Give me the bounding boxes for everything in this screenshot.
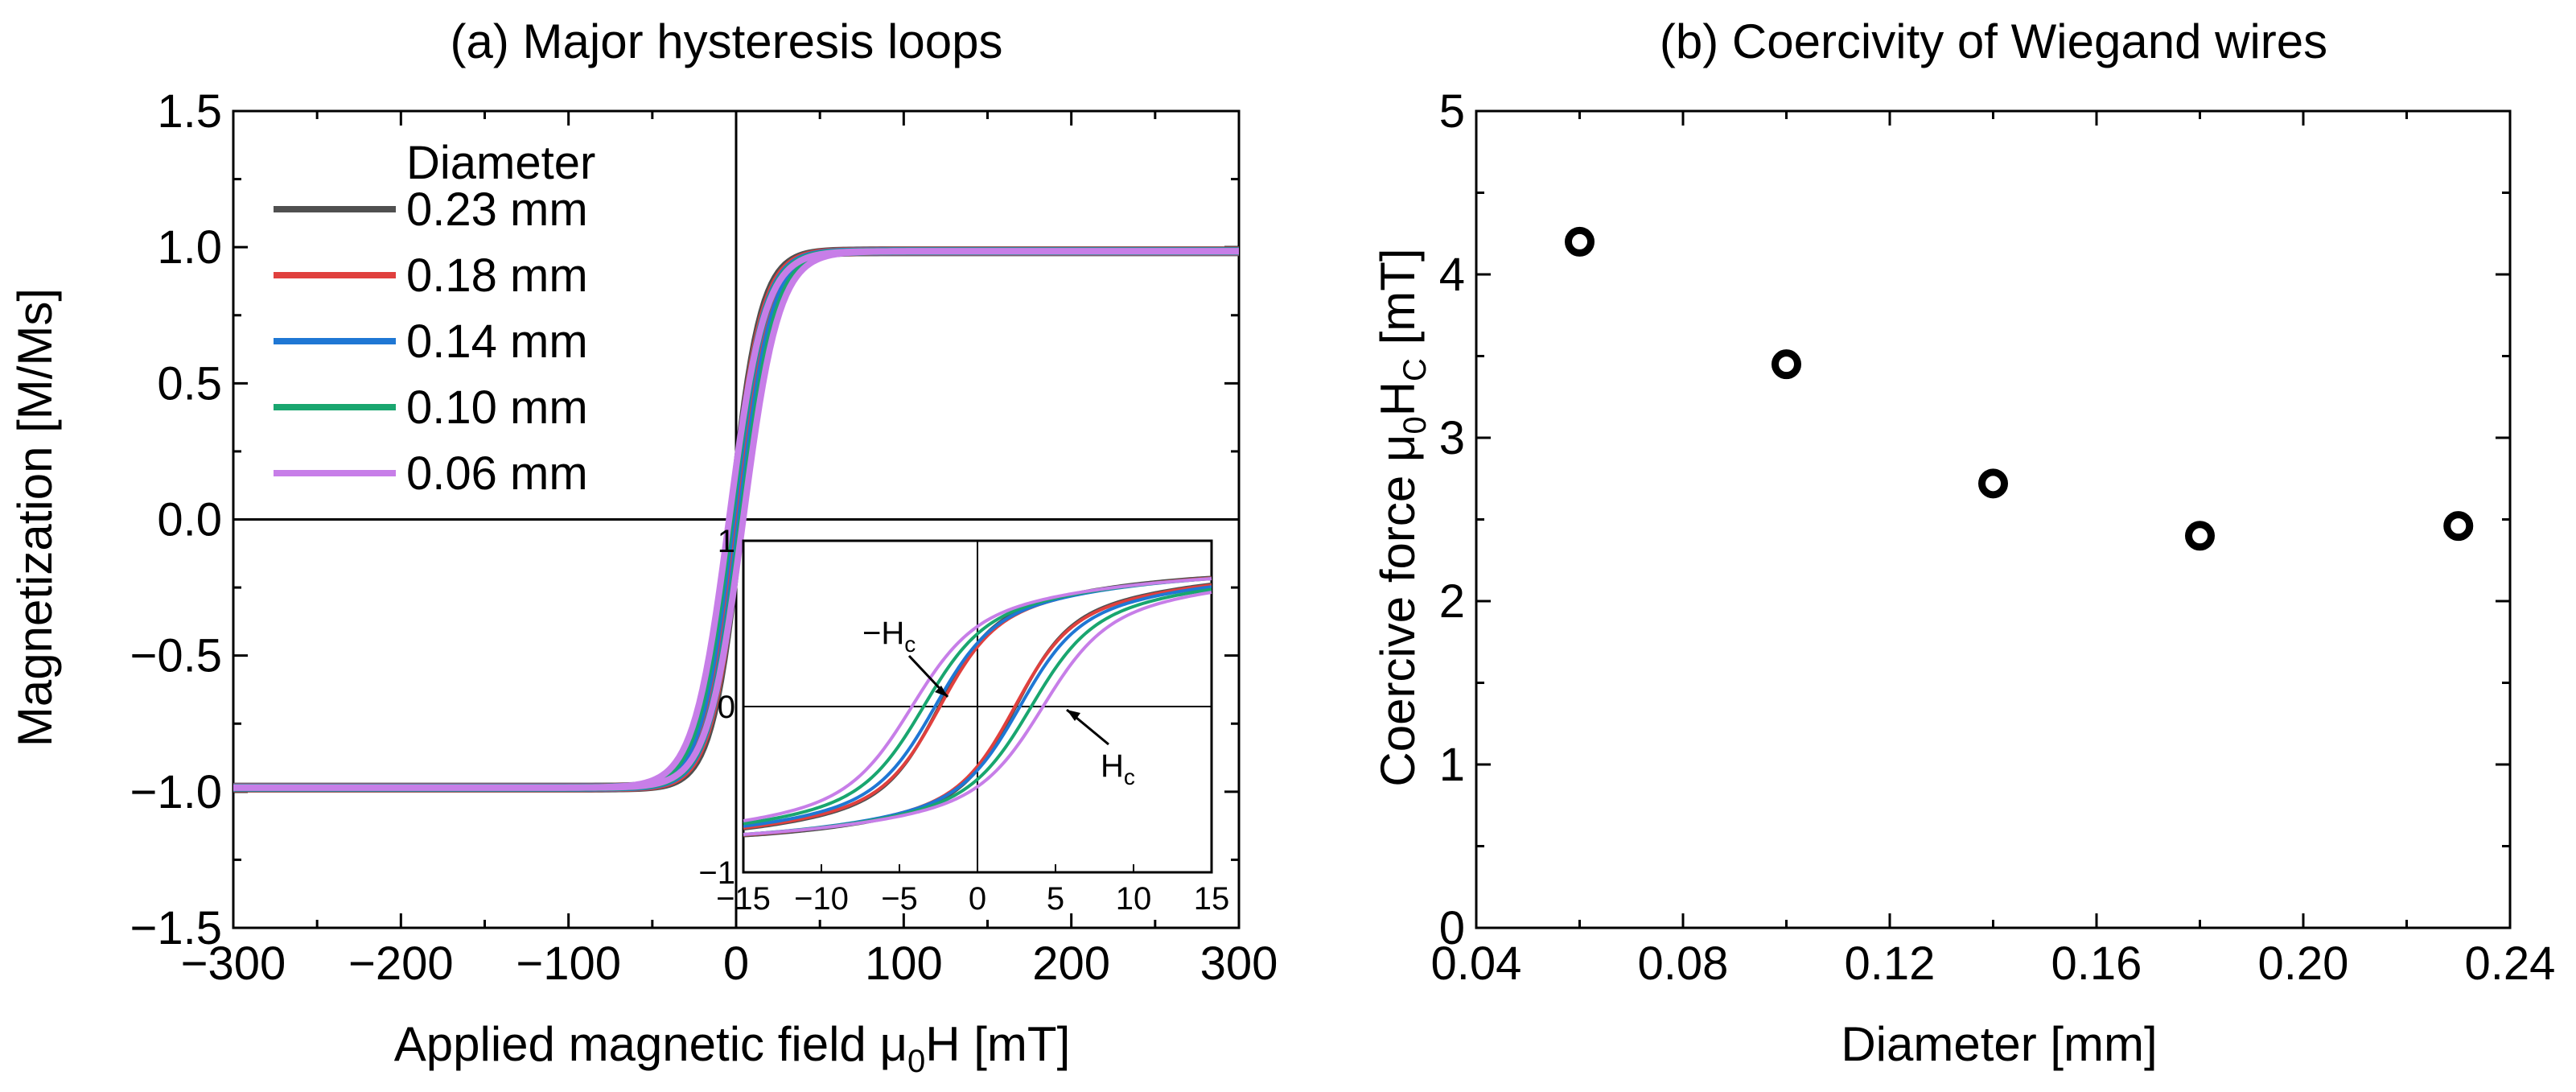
panel-b-y-tick-label: 3 [1439, 412, 1465, 464]
legend-label: 0.14 mm [406, 315, 588, 368]
x-axis-label-suffix: H [mT] [925, 1017, 1070, 1071]
panel-a-curves [233, 246, 1239, 793]
inset-x-tick-label: −15 [716, 881, 771, 917]
inset-x-tick-label: 0 [969, 881, 986, 917]
y-axis-label-suffix: [mT] [1371, 248, 1425, 358]
inset-x-tick-label: 15 [1194, 881, 1230, 917]
panel-a-x-tick-label: 200 [1032, 937, 1110, 990]
panel-b-x-tick-label: 0.16 [2051, 937, 2142, 990]
inset-series-line-ascending [743, 591, 1212, 836]
scatter-point [2185, 521, 2215, 551]
panel-a-title: (a) Major hysteresis loops [451, 14, 1003, 68]
scatter-point [2443, 511, 2474, 542]
annotation-hc-main: H [1101, 748, 1124, 784]
panel-b-coercivity-scatter: (b) Coercivity of Wiegand wires Coercive… [1371, 14, 2555, 1071]
panel-a-x-axis-label: Applied magnetic field μ0H [mT] [394, 1017, 1071, 1079]
panel-a-y-tick-label: 0.5 [157, 357, 222, 410]
inset-x-tick-label: 5 [1047, 881, 1064, 917]
panel-b-x-tick-label: 0.04 [1431, 937, 1522, 990]
panel-a-y-axis-label: Magnetization [M/Ms] [8, 288, 62, 747]
panel-a-y-tick-label: 0.0 [157, 494, 222, 546]
panel-a-x-tick-label: 100 [865, 937, 943, 990]
x-axis-label-subscript: 0 [907, 1044, 925, 1079]
inset-series-line-descending [743, 577, 1212, 822]
panel-b-x-tick-label: 0.08 [1638, 937, 1729, 990]
panel-b-x-tick-label: 0.12 [1845, 937, 1936, 990]
panel-b-y-tick-label: 2 [1439, 575, 1465, 628]
panel-b-y-tick-label: 0 [1439, 902, 1465, 954]
inset-y-tick-label: −1 [698, 855, 735, 891]
x-axis-label-prefix: Applied magnetic field μ [394, 1017, 907, 1071]
panel-a-x-tick-label: −200 [348, 937, 454, 990]
annotation-hc-arrowhead [1067, 710, 1080, 721]
panel-b-x-tick-label: 0.20 [2258, 937, 2349, 990]
inset-curves [743, 575, 1212, 838]
panel-a-hysteresis-loops: (a) Major hysteresis loops Magnetization… [8, 14, 1278, 1079]
panel-a-y-tick-label: 1.0 [157, 221, 222, 274]
y-axis-label-subscript-c: C [1397, 358, 1433, 381]
legend-label: 0.06 mm [406, 447, 588, 500]
panel-a-y-tick-label: 1.5 [157, 85, 222, 138]
panel-a-y-tick-label: −1.5 [130, 902, 223, 954]
panel-a-x-tick-label: 0 [723, 937, 749, 990]
annotation-neg-hc-main: −H [862, 616, 904, 651]
panel-a-x-tick-label: 300 [1200, 937, 1278, 990]
legend-title: Diameter [406, 137, 595, 189]
scatter-point [1772, 349, 1801, 380]
panel-b-axes-frame [1475, 109, 2512, 929]
panel-b-y-tick-label: 5 [1439, 85, 1465, 138]
panel-a-y-tick-label: −0.5 [130, 630, 223, 682]
annotation-neg-hc: −Hc [862, 616, 916, 657]
y-axis-label-prefix: Coercive force μ [1371, 435, 1425, 787]
scatter-point [1565, 226, 1595, 257]
panel-a-y-tick-label: −1.0 [130, 766, 223, 818]
legend-label: 0.23 mm [406, 183, 588, 236]
panel-a-plot-area: −300 −200 −100 0 100 200 3001.51.00.50.0−0.5−1… [130, 85, 1278, 990]
inset-x-tick-label: −5 [881, 881, 918, 917]
scatter-point [1978, 468, 2008, 499]
y-axis-label-h: H [1371, 381, 1425, 416]
panel-b-x-axis-label: Diameter [mm] [1841, 1017, 2157, 1071]
inset-x-tick-label: 10 [1116, 881, 1152, 917]
inset-x-tick-label: −10 [794, 881, 849, 917]
annotation-hc-sub: c [1124, 764, 1135, 789]
panel-b-title: (b) Coercivity of Wiegand wires [1660, 14, 2327, 68]
panel-b-y-tick-label: 4 [1439, 249, 1465, 301]
panel-a-x-tick-label: −300 [181, 937, 286, 990]
inset-y-tick-label: 0 [718, 690, 735, 725]
annotation-neg-hc-arrowhead [935, 686, 948, 697]
panel-b-x-tick-label: 0.24 [2465, 937, 2556, 990]
inset-y-tick-label: 1 [718, 524, 735, 559]
panel-b-y-axis-label: Coercive force μ0HC [mT] [1371, 248, 1433, 786]
annotation-neg-hc-sub: c [904, 632, 916, 657]
panel-a-x-tick-label: −100 [516, 937, 621, 990]
legend-label: 0.18 mm [406, 249, 588, 302]
y-axis-label-subscript-0: 0 [1397, 416, 1433, 434]
panel-b-y-tick-label: 1 [1439, 739, 1465, 791]
legend-label: 0.10 mm [406, 381, 588, 434]
panel-b-plot-area: 0.04 0.08 0.12 0.16 0.20 0.24 0 1 2 3 4 5 [1431, 85, 2556, 990]
annotation-hc: Hc [1101, 748, 1135, 789]
panel-a-series-line-descending [233, 248, 1239, 791]
